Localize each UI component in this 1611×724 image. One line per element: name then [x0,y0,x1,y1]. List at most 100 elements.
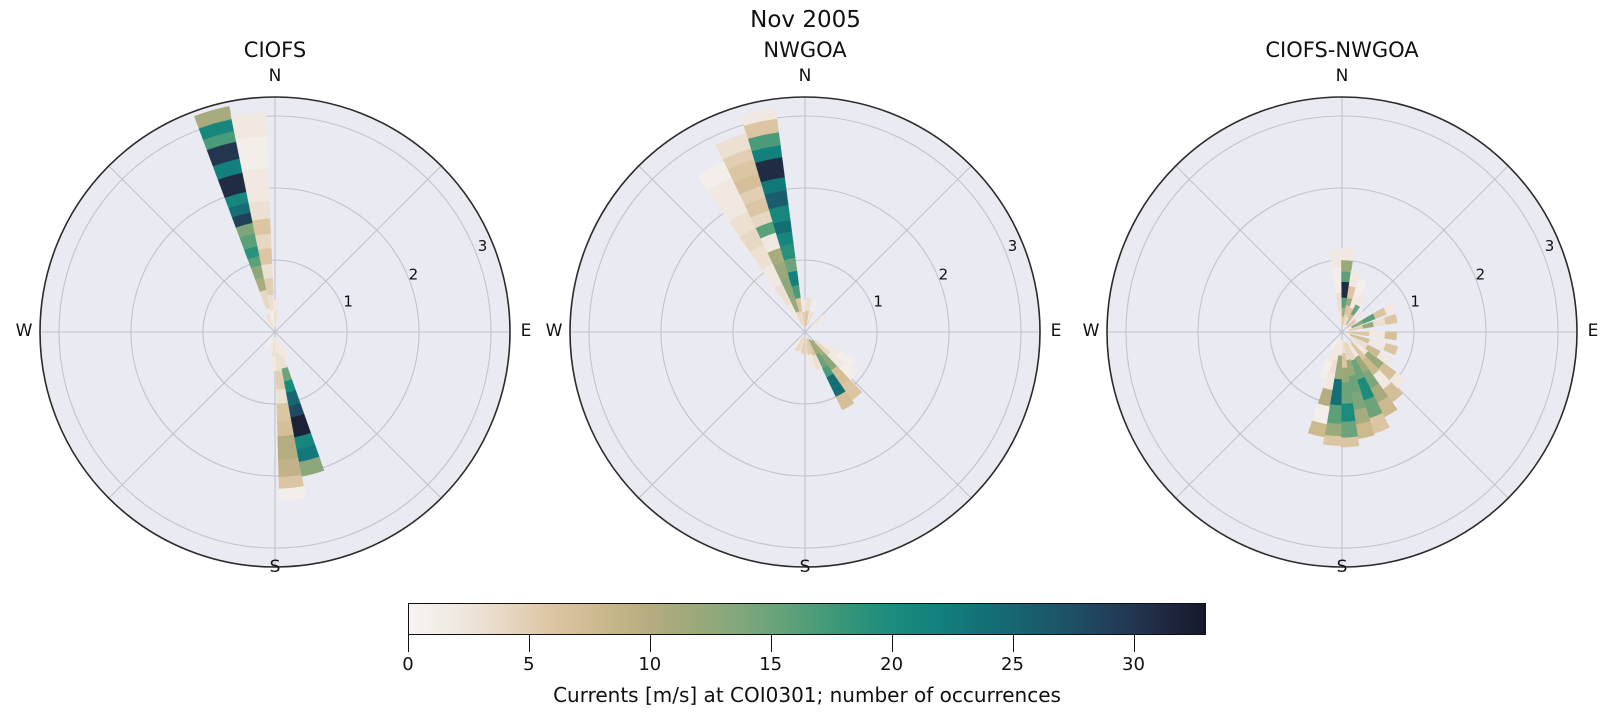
rose-bar-segment [1384,313,1398,325]
rose-bar-segment [740,107,778,126]
rose-bar-segment [1341,402,1356,423]
colorbar-tick-mark [1012,635,1014,652]
rose-bar-segment [1383,302,1396,315]
polar-panel-ciofs-nwgoa: CIOFS-NWGOA 1 2 3 N S W E [1083,30,1599,590]
rose-bar-segment [807,353,816,368]
rose-bar-segment [795,336,803,347]
rose-bar-segment [230,112,267,141]
cardinal-label-north: N [268,66,282,86]
colorbar-tick-label: 10 [638,654,662,675]
rose-bar-segment [697,161,732,192]
rose-bar-segment [1354,311,1366,322]
colorbar-tick-mark [408,635,410,652]
rose-bar-segment [248,200,271,221]
rose-bar-segment [810,314,826,328]
colorbar-label: Currents [m/s] at COI0301; number of occ… [553,683,1061,707]
colorbar-tick-label: 25 [1001,654,1024,675]
colorbar-tick-mark [649,635,652,652]
polar-grid-spoke [108,331,276,499]
windrose-plot-ciofs: 1 2 3 [39,96,511,568]
radial-tick-label: 2 [409,266,419,284]
rose-bar-segment [1355,296,1366,308]
rose-bar-segment [298,456,325,477]
cardinal-label-west: W [1082,321,1100,341]
colorbar-gradient [408,603,1206,635]
colorbar-tick-mark [891,635,893,652]
polar-grid-spoke [1341,165,1509,333]
colorbar-tick-mark [770,635,773,652]
radial-tick-label: 1 [1410,293,1420,311]
subplot-title: CIOFS-NWGOA [1265,38,1419,62]
subplot-title: NWGOA [763,38,847,62]
rose-bar-segment [277,339,290,360]
windrose-plot-nwgoa: 1 2 3 [569,96,1041,568]
rose-bar-segment [278,457,302,478]
cardinal-label-south: S [1336,557,1348,577]
polar-grid-spoke [638,165,806,333]
polar-panel-ciofs: CIOFS 1 2 3 N S W E [16,30,532,590]
colorbar-tick-label: 5 [523,654,535,675]
polar-grid-spoke [1175,331,1343,499]
colorbar-tick-label: 20 [880,654,904,675]
polar-grid-spoke [108,165,276,333]
radial-tick-label: 2 [1476,266,1486,284]
radial-tick-label: 1 [343,293,353,311]
polar-grid-spoke [274,331,442,499]
subplot-title: CIOFS [243,38,307,62]
rose-bar-segment [1341,247,1355,262]
rose-bar-segment [278,486,306,501]
rose-bar-segment [252,218,271,236]
radial-tick-label: 3 [1545,237,1555,255]
rose-bar-segment [1318,360,1332,381]
cardinal-label-south: S [269,557,281,577]
rose-bar-segment [1341,259,1353,273]
rose-bar-segment [810,300,819,313]
polar-panel-nwgoa: NWGOA 1 2 3 N S W E [546,30,1062,590]
rose-bar-segment [839,362,858,381]
cardinal-label-south: S [799,557,811,577]
colorbar-tick-mark [1133,635,1135,652]
rose-bar-segment [805,297,812,311]
rose-bar-segment [1307,420,1327,438]
cardinal-label-west: W [545,321,563,341]
polar-grid-spoke [1175,165,1343,333]
cardinal-label-east: E [520,321,532,341]
rose-bar-segment [1340,436,1360,448]
rose-bar-segment [836,350,856,368]
polar-spine [1106,96,1578,568]
rose-bar-segment [1383,343,1399,356]
rose-bar-segment [275,313,281,327]
rose-bar-segment [269,337,275,353]
colorbar-tick-label: 0 [402,654,414,675]
rose-bar-segment [1328,337,1339,352]
colorbar-tick-mark [528,635,531,652]
radial-tick-label: 2 [939,266,949,284]
colorbar-tick-label: 30 [1122,654,1145,675]
rose-bar-segment [1340,420,1358,439]
colorbar-tick-label: 15 [759,654,783,675]
rose-bar-segment [1384,331,1397,341]
rose-bar-segment [265,319,273,328]
windrose-plot-ciofs-nwgoa: 1 2 3 [1106,96,1578,568]
rose-bar-segment [835,391,855,411]
cardinal-label-north: N [798,66,812,86]
rose-bar-segment [1322,434,1342,446]
polar-grid-spoke [274,165,442,333]
radial-tick-label: 3 [1008,237,1018,255]
polar-grid-spoke [804,165,972,333]
radial-tick-label: 1 [873,293,883,311]
rose-bar-segment [273,299,279,311]
rose-bar-segment [255,233,272,250]
rose-bar-segment [269,356,277,372]
rose-bar-segment [264,336,273,348]
radial-tick-label: 3 [478,237,488,255]
polar-grid-spoke [638,331,806,499]
cardinal-label-west: W [15,321,33,341]
polar-spine [39,96,511,568]
colorbar-ticks: 0 5 10 15 20 25 30 [402,635,1206,685]
rose-bar-segment [277,420,295,437]
cardinal-label-east: E [1050,321,1062,341]
cardinal-label-east: E [1587,321,1599,341]
polar-spine [569,96,1041,568]
figure-title: Nov 2005 [750,7,861,33]
